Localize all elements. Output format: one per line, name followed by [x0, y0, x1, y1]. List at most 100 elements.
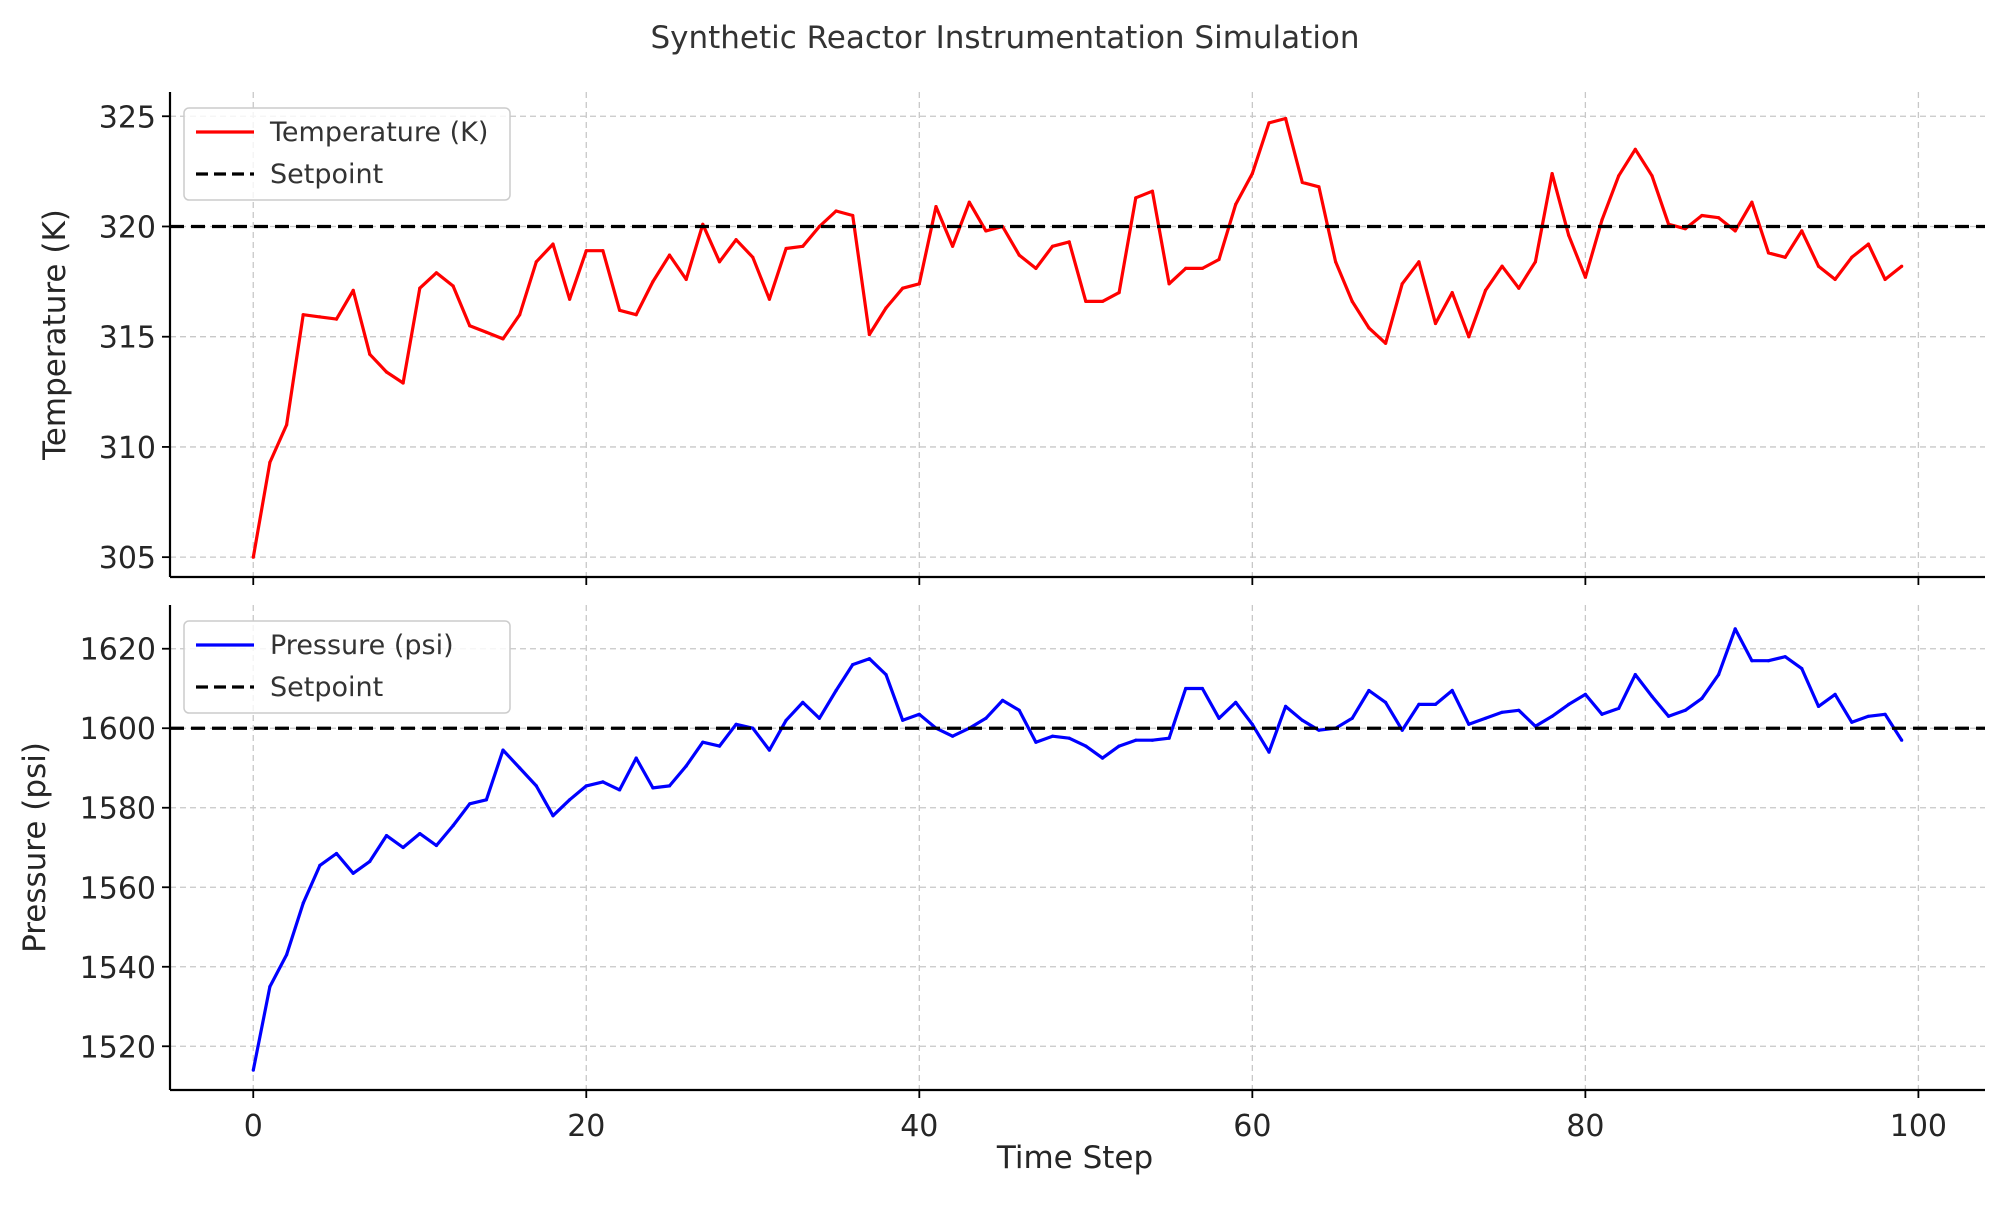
legend-label: Setpoint: [270, 672, 383, 703]
x-tick-label: 40: [900, 1109, 938, 1144]
temperature-point: [601, 249, 605, 253]
temperature-point: [1134, 196, 1138, 200]
temperature-point: [934, 205, 938, 209]
temperature-point: [901, 286, 905, 290]
pressure-point: [1683, 708, 1687, 712]
y-tick-label: 1560: [80, 871, 156, 906]
pressure-point: [851, 663, 855, 667]
pressure-point: [551, 814, 555, 818]
temperature-point: [1250, 172, 1254, 176]
temperature-point: [1467, 335, 1471, 339]
temperature-point: [1217, 257, 1221, 262]
y-tick-label: 315: [99, 321, 156, 356]
temperature-point: [951, 244, 955, 248]
temperature-point: [1400, 282, 1404, 286]
temperature-point: [767, 297, 772, 301]
temperature-point: [1117, 291, 1121, 295]
pressure-point: [434, 843, 438, 848]
pressure-point: [1483, 716, 1488, 720]
pressure-point: [1084, 744, 1088, 748]
temperature-point: [301, 313, 305, 317]
temperature-point: [1200, 266, 1204, 270]
temperature-point: [1167, 282, 1171, 286]
pressure-point: [334, 851, 339, 856]
legend-box: [183, 107, 511, 201]
temperature-point: [418, 286, 422, 290]
temperature-point: [1633, 147, 1637, 151]
pressure-point: [318, 863, 322, 868]
temperature-point: [1533, 260, 1537, 264]
pressure-point: [1100, 756, 1105, 760]
temperature-point: [1483, 288, 1488, 292]
temperature-point: [484, 330, 488, 334]
temperature-point: [1234, 202, 1238, 206]
legend: Pressure (psi) Setpoint: [183, 620, 511, 714]
pressure-point: [1733, 627, 1737, 631]
temperature-point: [1600, 218, 1604, 222]
y-axis-title: Temperature (K): [37, 209, 73, 461]
pressure-point: [701, 740, 705, 744]
temperature-point: [734, 238, 738, 242]
pressure-point: [1150, 738, 1154, 742]
temperature-point: [1034, 266, 1038, 270]
pressure-point: [1034, 740, 1038, 744]
x-tick-label: 60: [1233, 1109, 1271, 1144]
legend-label: Setpoint: [270, 159, 383, 190]
temperature-point: [784, 246, 788, 251]
temperature-point: [867, 332, 872, 337]
pressure-point: [1250, 722, 1254, 726]
temperature-point: [1317, 185, 1321, 189]
temperature-point: [1800, 229, 1804, 233]
y-tick-label: 310: [99, 431, 156, 466]
pressure-point: [834, 688, 838, 693]
temperature-point: [468, 324, 472, 328]
y-tick-label: 305: [99, 541, 156, 576]
pressure-point: [1600, 712, 1604, 716]
pressure-point: [751, 726, 755, 730]
pressure-point: [1850, 720, 1854, 724]
pressure-point: [1367, 688, 1371, 693]
pressure-point: [518, 766, 522, 770]
temperature-point: [834, 209, 838, 213]
pressure-point: [784, 718, 788, 722]
pressure-point: [984, 716, 988, 720]
pressure-point: [1717, 673, 1721, 677]
temperature-point: [884, 306, 888, 310]
pressure-point: [1067, 736, 1071, 740]
temperature-point: [451, 284, 455, 288]
pressure-point: [867, 657, 872, 661]
pressure-point: [1500, 710, 1504, 714]
pressure-point: [268, 985, 272, 989]
temperature-point: [1883, 277, 1887, 281]
temperature-point: [1567, 233, 1571, 237]
temperature-point: [1100, 299, 1105, 303]
pressure-point: [501, 748, 505, 752]
temperature-point: [334, 317, 339, 321]
pressure-point: [1633, 673, 1637, 677]
y-axis-title: Pressure (psi): [17, 742, 53, 953]
pressure-point: [1317, 728, 1321, 732]
temperature-point: [1017, 253, 1021, 257]
pressure-point: [1567, 702, 1571, 707]
temperature-point: [1433, 321, 1438, 326]
temperature-point: [551, 242, 555, 246]
pressure-point: [1134, 738, 1138, 742]
legend-label: Pressure (psi): [270, 630, 454, 661]
pressure-point: [418, 832, 422, 836]
temperature-point: [634, 313, 638, 317]
legend-label: Temperature (K): [269, 117, 488, 148]
x-tick-label: 100: [1890, 1109, 1947, 1144]
temperature-point: [251, 555, 255, 559]
pressure-point: [1866, 714, 1870, 718]
pressure-point: [1550, 714, 1554, 718]
temperature-point: [618, 308, 622, 312]
pressure-point: [734, 722, 738, 726]
temperature-point: [1350, 299, 1354, 303]
temperature-point: [1866, 242, 1870, 246]
pressure-point: [1417, 702, 1421, 707]
temperature-point: [1334, 260, 1338, 264]
temperature-point: [817, 224, 822, 229]
temperature-point: [351, 288, 355, 292]
